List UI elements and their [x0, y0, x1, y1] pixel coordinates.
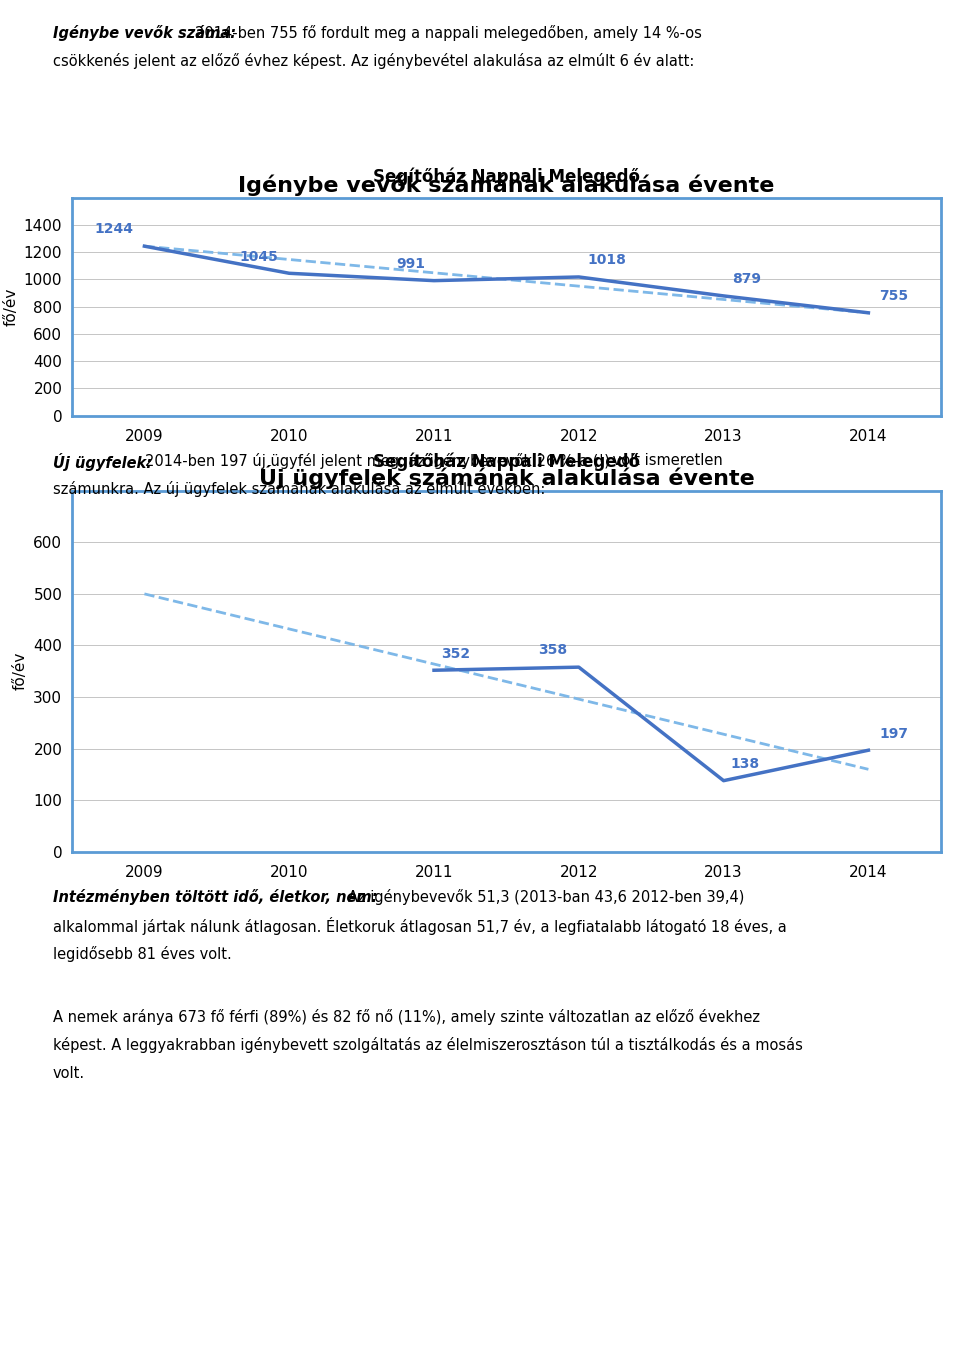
Text: Az igénybevevők 51,3 (2013-ban 43,6 2012-ben 39,4): Az igénybevevők 51,3 (2013-ban 43,6 2012…	[348, 889, 745, 905]
Title: Új ügyfelek számának alakulása évente: Új ügyfelek számának alakulása évente	[258, 465, 755, 489]
Text: legidősebb 81 éves volt.: legidősebb 81 éves volt.	[53, 946, 231, 962]
Text: 2014-ben 755 fő fordult meg a nappali melegedőben, amely 14 %-os: 2014-ben 755 fő fordult meg a nappali me…	[195, 25, 702, 41]
Text: képest. A leggyakrabban igénybevett szolgáltatás az élelmiszerosztáson túl a tis: képest. A leggyakrabban igénybevett szol…	[53, 1037, 803, 1054]
Text: csökkenés jelent az előző évhez képest. Az igénybevétel alakulása az elmúlt 6 év: csökkenés jelent az előző évhez képest. …	[53, 53, 694, 70]
Text: Segítőház Nappali Melegedő: Segítőház Nappali Melegedő	[372, 453, 640, 470]
Y-axis label: fő/év: fő/év	[3, 288, 18, 326]
Text: volt ismeretlen: volt ismeretlen	[608, 453, 723, 468]
Text: 991: 991	[396, 256, 425, 271]
Text: 197: 197	[879, 726, 908, 740]
Title: Igénybe vevők számának alakulása évente: Igénybe vevők számának alakulása évente	[238, 174, 775, 196]
Text: 1244: 1244	[94, 222, 133, 236]
Text: 138: 138	[731, 756, 759, 771]
Text: 1045: 1045	[239, 249, 278, 263]
Text: alkalommal jártak nálunk átlagosan. Életkoruk átlagosan 51,7 év, a legfiatalabb : alkalommal jártak nálunk átlagosan. Élet…	[53, 917, 786, 935]
Text: 352: 352	[441, 646, 470, 661]
Text: 879: 879	[732, 273, 761, 286]
Text: A nemek aránya 673 fő férfi (89%) és 82 fő nő (11%), amely szinte változatlan az: A nemek aránya 673 fő férfi (89%) és 82 …	[53, 1009, 759, 1025]
Y-axis label: fő/év: fő/év	[12, 652, 28, 691]
Text: 755: 755	[879, 289, 908, 303]
Text: Igénybe vevők száma:: Igénybe vevők száma:	[53, 25, 236, 41]
Text: számunkra. Az új ügyfelek számának alakulása az elmúlt években:: számunkra. Az új ügyfelek számának alaku…	[53, 481, 545, 497]
Text: 2014-ben 197 új ügyfél jelent meg, az igénybevevők 26 %-a (!): 2014-ben 197 új ügyfél jelent meg, az ig…	[145, 453, 610, 469]
Text: 358: 358	[539, 643, 567, 657]
Text: Új ügyfelek:: Új ügyfelek:	[53, 453, 152, 470]
Text: volt.: volt.	[53, 1066, 84, 1081]
Text: 1018: 1018	[588, 254, 626, 267]
Text: Segítőház Nappali Melegedő: Segítőház Nappali Melegedő	[372, 168, 640, 185]
Text: Intézményben töltött idő, életkor, nem:: Intézményben töltött idő, életkor, nem:	[53, 889, 377, 905]
